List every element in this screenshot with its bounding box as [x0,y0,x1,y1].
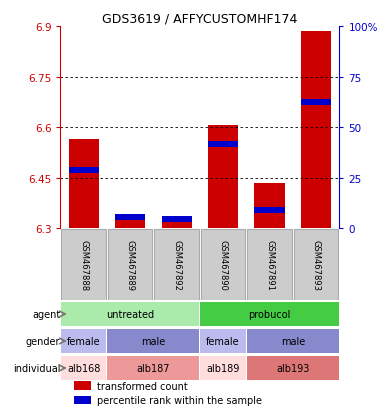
Bar [208,126,238,229]
Text: GSM467888: GSM467888 [79,239,88,290]
Text: percentile rank within the sample: percentile rank within the sample [97,395,262,405]
Bar [301,100,331,106]
Bar [108,230,152,300]
Text: male: male [141,336,165,346]
Bar [107,356,199,380]
Bar [247,329,339,354]
Text: alb187: alb187 [136,363,170,373]
Bar [74,396,91,404]
Text: gender: gender [26,336,60,346]
Bar [200,356,246,380]
Text: female: female [67,336,101,346]
Bar [161,221,192,229]
Bar [74,382,91,390]
Text: GSM467889: GSM467889 [126,240,135,290]
Bar [69,140,99,229]
Text: GSM467890: GSM467890 [219,240,228,290]
Bar [115,214,145,221]
Text: GSM467892: GSM467892 [172,240,181,290]
Text: GSM467893: GSM467893 [312,240,321,290]
Bar [200,329,246,354]
Text: untreated: untreated [106,309,154,319]
Bar [247,230,292,300]
Bar [115,217,145,229]
Bar [61,302,199,327]
Title: GDS3619 / AFFYCUSTOMHF174: GDS3619 / AFFYCUSTOMHF174 [102,13,298,26]
Text: male: male [281,336,305,346]
Bar [107,329,199,354]
Bar [208,142,238,148]
Bar [161,216,192,222]
Text: individual: individual [13,363,60,373]
Text: female: female [206,336,240,346]
Bar [61,329,106,354]
Text: agent: agent [32,309,60,319]
Text: transformed count: transformed count [97,381,188,391]
Bar [294,230,339,300]
Bar [255,183,285,229]
Text: alb168: alb168 [67,363,100,373]
Bar [247,356,339,380]
Bar [301,32,331,229]
Bar [255,208,285,214]
Text: alb193: alb193 [276,363,310,373]
Bar [69,167,99,173]
Bar [200,302,339,327]
Text: probucol: probucol [248,309,291,319]
Bar [61,356,106,380]
Text: GSM467891: GSM467891 [265,240,274,290]
Text: alb189: alb189 [206,363,240,373]
Bar [154,230,199,300]
Bar [201,230,245,300]
Bar [61,230,106,300]
